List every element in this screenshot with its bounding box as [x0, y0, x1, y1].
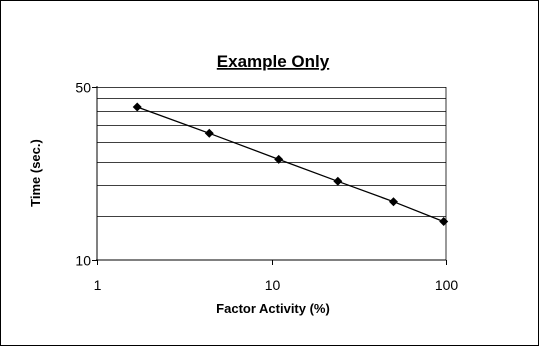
plot-area — [97, 87, 446, 260]
y-axis-title: Time (sec.) — [28, 139, 43, 207]
data-point-marker — [132, 102, 142, 112]
data-point-marker — [274, 154, 284, 164]
y-tick-label: 10 — [75, 253, 91, 269]
data-series — [132, 102, 449, 227]
x-tick-label: 10 — [265, 277, 281, 293]
gridlines — [97, 87, 447, 260]
x-axis-title: Factor Activity (%) — [216, 301, 330, 316]
chart-title: Example Only — [217, 52, 330, 71]
data-point-marker — [204, 128, 214, 138]
data-point-marker — [388, 197, 398, 207]
y-tick-label: 50 — [75, 80, 91, 96]
data-point-marker — [439, 217, 449, 227]
x-tick-label: 100 — [435, 277, 459, 293]
data-point-marker — [333, 176, 343, 186]
series-line — [136, 106, 444, 223]
x-tick-label: 1 — [94, 277, 102, 293]
